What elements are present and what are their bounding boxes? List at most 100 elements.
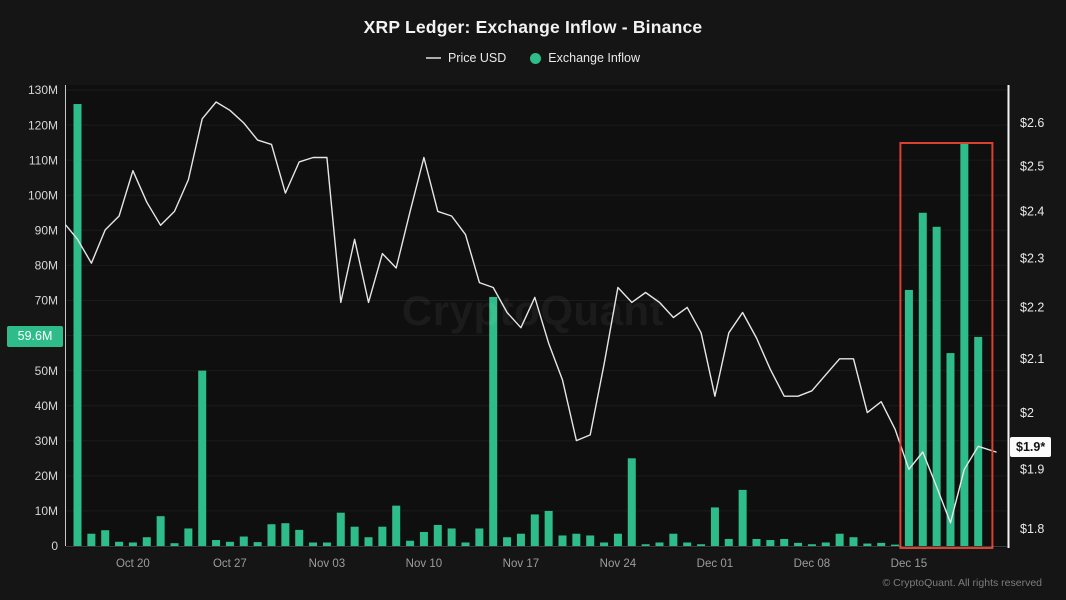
- inflow-bar-nov-03[interactable]: [322, 542, 331, 546]
- right-axis-tick: $1.8: [1020, 522, 1044, 536]
- inflow-bar-dec-15[interactable]: [904, 289, 913, 546]
- inflow-bar-oct-25[interactable]: [198, 370, 207, 546]
- inflow-bar-nov-06[interactable]: [364, 537, 373, 546]
- inflow-bar-oct-17[interactable]: [87, 533, 96, 546]
- inflow-bar-dec-10[interactable]: [835, 533, 844, 546]
- price-line: [65, 101, 997, 524]
- inflow-bar-oct-27[interactable]: [225, 541, 234, 546]
- inflow-bar-oct-18[interactable]: [101, 530, 110, 546]
- current-inflow-badge: 59.6M: [7, 326, 63, 347]
- plot-area[interactable]: [66, 85, 1007, 548]
- x-axis-tick: Dec 15: [891, 558, 927, 570]
- inflow-bar-dec-06[interactable]: [780, 538, 789, 546]
- inflow-bar-nov-12[interactable]: [447, 528, 456, 546]
- right-axis-tick: $2.6: [1020, 116, 1044, 130]
- right-axis-tick: $2.4: [1020, 205, 1044, 219]
- left-axis-tick: 70M: [35, 294, 58, 308]
- x-axis-tick: Nov 10: [406, 558, 442, 570]
- inflow-bar-nov-10[interactable]: [419, 531, 428, 546]
- left-axis-tick: 40M: [35, 399, 58, 413]
- inflow-bar-dec-01[interactable]: [710, 507, 719, 546]
- x-axis-tick: Dec 08: [794, 558, 830, 570]
- inflow-bar-oct-23[interactable]: [170, 543, 179, 546]
- inflow-bar-dec-02[interactable]: [724, 538, 733, 546]
- inflow-bar-nov-19[interactable]: [544, 510, 553, 546]
- inflow-bar-oct-24[interactable]: [184, 528, 193, 546]
- right-axis-tick: $2.3: [1020, 252, 1044, 266]
- x-axis-tick: Oct 27: [213, 558, 247, 570]
- inflow-bar-nov-08[interactable]: [392, 505, 401, 546]
- inflow-bar-nov-04[interactable]: [336, 512, 345, 546]
- inflow-bar-nov-25[interactable]: [627, 458, 636, 546]
- inflow-bar-nov-29[interactable]: [683, 542, 692, 546]
- inflow-bar-dec-08[interactable]: [807, 544, 816, 546]
- inflow-bar-dec-11[interactable]: [849, 537, 858, 546]
- inflow-bar-nov-28[interactable]: [669, 533, 678, 546]
- page-title: XRP Ledger: Exchange Inflow - Binance: [363, 17, 703, 37]
- x-axis-tick: Oct 20: [116, 558, 150, 570]
- inflow-bar-nov-27[interactable]: [655, 542, 664, 546]
- left-axis-tick: 100M: [28, 188, 58, 202]
- inflow-bar-nov-02[interactable]: [309, 542, 318, 546]
- legend-price-label: Price USD: [447, 51, 507, 65]
- inflow-bar-nov-26[interactable]: [641, 544, 650, 546]
- inflow-bar-oct-20[interactable]: [128, 542, 137, 546]
- inflow-bar-nov-01[interactable]: [295, 529, 304, 546]
- left-axis-tick: 0: [51, 539, 58, 553]
- right-axis-tick: $2.1: [1020, 352, 1044, 366]
- inflow-bar-nov-13[interactable]: [461, 542, 470, 546]
- inflow-bar-nov-30[interactable]: [697, 544, 706, 546]
- left-axis-tick: 90M: [35, 224, 58, 238]
- right-axis-tick: $2: [1020, 406, 1034, 420]
- inflow-bar-oct-21[interactable]: [142, 537, 151, 546]
- inflow-bar-oct-22[interactable]: [156, 516, 165, 546]
- legend-item-inflow[interactable]: Exchange Inflow: [530, 51, 640, 65]
- inflow-bar-nov-14[interactable]: [475, 528, 484, 546]
- legend-item-price[interactable]: Price USD: [425, 51, 507, 65]
- inflow-bar-dec-17[interactable]: [932, 226, 941, 547]
- inflow-bar-nov-16[interactable]: [503, 537, 512, 546]
- inflow-bar-dec-12[interactable]: [863, 543, 872, 546]
- inflow-bar-dec-19[interactable]: [960, 142, 969, 546]
- inflow-bar-dec-16[interactable]: [918, 212, 927, 546]
- chart-legend: Price USD Exchange Inflow: [0, 51, 1066, 65]
- inflow-bar-oct-31[interactable]: [281, 523, 290, 546]
- right-axis-tick: $2.2: [1020, 301, 1044, 315]
- left-axis-tick: 130M: [28, 83, 58, 97]
- inflow-bar-nov-20[interactable]: [558, 535, 567, 546]
- inflow-bar-nov-18[interactable]: [530, 514, 539, 546]
- inflow-bar-nov-07[interactable]: [378, 526, 387, 546]
- inflow-bar-nov-11[interactable]: [433, 524, 442, 546]
- highlight-box: [899, 142, 994, 549]
- inflow-bar-nov-17[interactable]: [516, 533, 525, 546]
- price-line-icon: [425, 57, 441, 59]
- left-axis-tick: 50M: [35, 364, 58, 378]
- inflow-bar-oct-28[interactable]: [239, 536, 248, 546]
- x-axis-tick: Nov 24: [600, 558, 637, 570]
- inflow-bar-dec-04[interactable]: [752, 538, 761, 546]
- inflow-bar-dec-13[interactable]: [877, 542, 886, 546]
- inflow-bar-dec-09[interactable]: [821, 542, 830, 546]
- inflow-bar-nov-23[interactable]: [600, 542, 609, 546]
- left-axis-tick: 20M: [35, 469, 58, 483]
- inflow-bar-oct-30[interactable]: [267, 524, 276, 546]
- inflow-bar-oct-29[interactable]: [253, 542, 262, 546]
- inflow-bar-dec-07[interactable]: [794, 542, 803, 546]
- inflow-bar-nov-21[interactable]: [572, 533, 581, 546]
- inflow-bar-dec-18[interactable]: [946, 353, 955, 546]
- inflow-bar-oct-16[interactable]: [73, 104, 82, 547]
- inflow-bar-dec-14[interactable]: [891, 544, 900, 546]
- inflow-bar-oct-19[interactable]: [115, 541, 124, 546]
- inflow-bar-dec-20[interactable]: [974, 336, 983, 546]
- inflow-bar-dec-03[interactable]: [738, 489, 747, 546]
- left-axis-tick: 80M: [35, 259, 58, 273]
- inflow-bar-nov-22[interactable]: [586, 535, 595, 546]
- x-axis-tick: Nov 17: [503, 558, 539, 570]
- inflow-bar-oct-26[interactable]: [212, 540, 221, 546]
- inflow-bar-nov-05[interactable]: [350, 526, 359, 546]
- inflow-bar-dec-05[interactable]: [766, 540, 775, 546]
- inflow-bar-nov-15[interactable]: [489, 296, 498, 546]
- inflow-bar-nov-24[interactable]: [613, 533, 622, 546]
- inflow-bar-nov-09[interactable]: [406, 540, 415, 546]
